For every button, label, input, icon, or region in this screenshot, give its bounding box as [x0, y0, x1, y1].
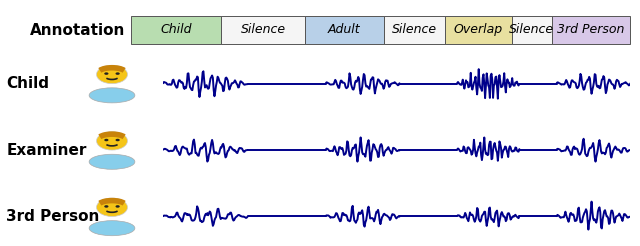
- Circle shape: [104, 205, 108, 208]
- Text: Silence: Silence: [241, 23, 285, 36]
- FancyBboxPatch shape: [131, 16, 221, 44]
- Circle shape: [104, 72, 108, 75]
- FancyBboxPatch shape: [445, 16, 512, 44]
- FancyBboxPatch shape: [512, 16, 552, 44]
- Text: Child: Child: [161, 23, 192, 36]
- Text: Examiner: Examiner: [6, 143, 87, 157]
- Text: Adult: Adult: [328, 23, 360, 36]
- Circle shape: [115, 139, 120, 141]
- Circle shape: [97, 65, 127, 84]
- Circle shape: [115, 72, 120, 75]
- Circle shape: [104, 139, 108, 141]
- Text: Annotation: Annotation: [29, 23, 125, 38]
- Text: Overlap: Overlap: [454, 23, 503, 36]
- Text: 3rd Person: 3rd Person: [557, 23, 625, 36]
- Text: 3rd Person: 3rd Person: [6, 209, 100, 224]
- FancyBboxPatch shape: [305, 16, 383, 44]
- Text: Child: Child: [6, 76, 49, 91]
- Circle shape: [97, 132, 127, 150]
- Text: Silence: Silence: [392, 23, 437, 36]
- Circle shape: [97, 198, 127, 216]
- Ellipse shape: [89, 221, 135, 236]
- Text: Silence: Silence: [509, 23, 554, 36]
- Ellipse shape: [89, 154, 135, 169]
- FancyBboxPatch shape: [221, 16, 305, 44]
- FancyBboxPatch shape: [552, 16, 630, 44]
- FancyBboxPatch shape: [383, 16, 445, 44]
- Circle shape: [115, 205, 120, 208]
- Ellipse shape: [89, 88, 135, 103]
